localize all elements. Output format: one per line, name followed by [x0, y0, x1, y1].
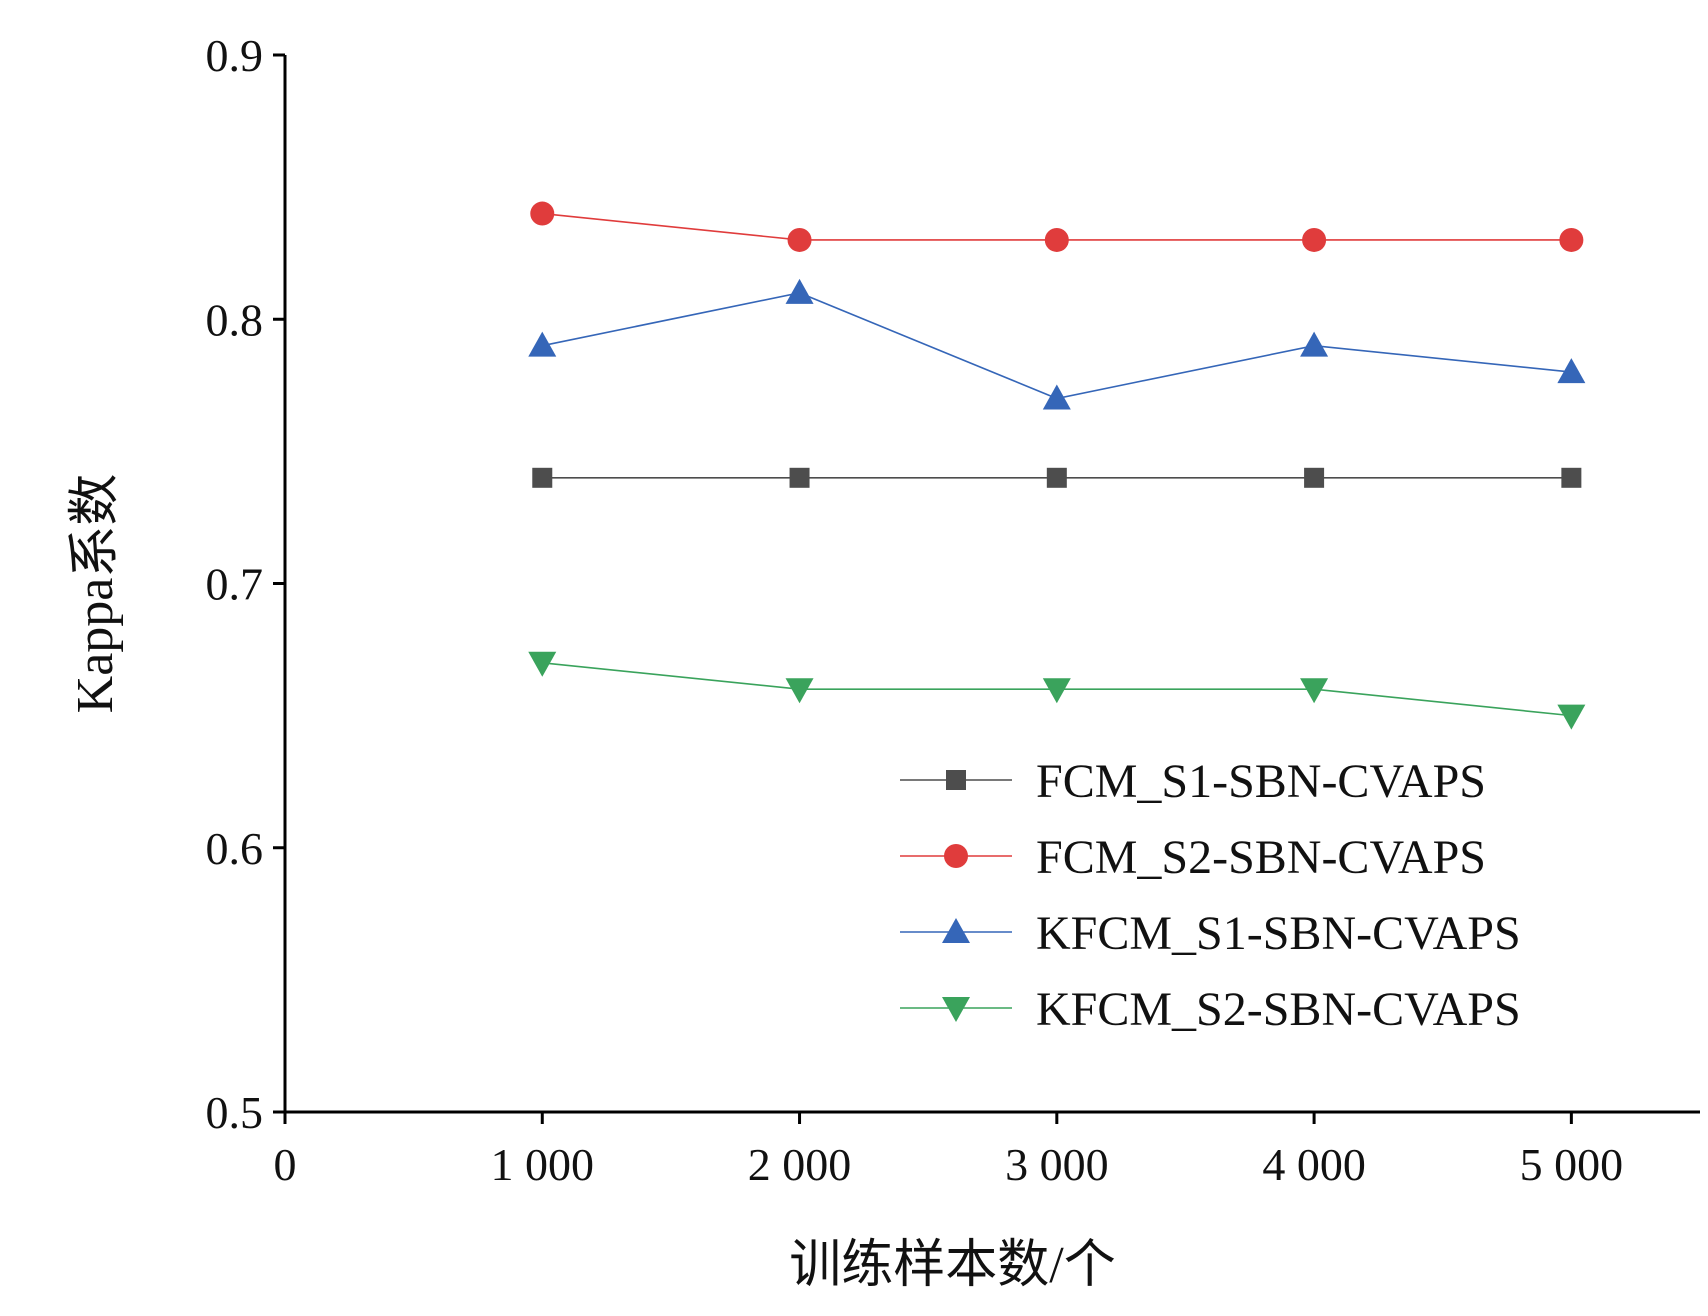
x-tick-label: 1 000	[491, 1139, 595, 1190]
data-point	[528, 331, 557, 357]
y-tick-label: 0.5	[206, 1087, 264, 1138]
data-point	[532, 467, 553, 488]
x-tick-label: 4 000	[1262, 1139, 1366, 1190]
data-point	[1561, 467, 1582, 488]
legend: FCM_S1-SBN-CVAPS FCM_S2-SBN-CVAPS KFCM_S1-…	[900, 755, 1521, 1036]
y-tick-label: 0.7	[206, 559, 264, 610]
legend-label: KFCM_S2-SBN-CVAPS	[1036, 983, 1521, 1036]
data-point	[785, 678, 814, 704]
x-tick-label: 0	[274, 1139, 297, 1190]
data-point	[1302, 227, 1327, 252]
data-point	[1557, 704, 1586, 730]
series-1	[532, 467, 1582, 488]
data-point	[530, 201, 555, 226]
data-point	[1304, 467, 1325, 488]
legend-label: FCM_S1-SBN-CVAPS	[1036, 755, 1486, 808]
x-tick-label: 3 000	[1005, 1139, 1109, 1190]
series-4	[528, 651, 1586, 730]
data-point	[789, 467, 810, 488]
legend-item: KFCM_S2-SBN-CVAPS	[900, 983, 1521, 1036]
y-tick-label: 0.6	[206, 823, 264, 874]
data-point	[528, 651, 557, 677]
y-ticks: 0.5 0.6 0.7 0.8 0.9	[206, 30, 285, 1138]
data-point	[1046, 467, 1067, 488]
legend-label: KFCM_S1-SBN-CVAPS	[1036, 907, 1521, 960]
series-2	[530, 201, 1584, 252]
x-tick-label: 2 000	[748, 1139, 852, 1190]
series-3	[528, 278, 1586, 410]
data-point	[1559, 227, 1584, 252]
data-point	[785, 278, 814, 304]
y-tick-label: 0.9	[206, 30, 264, 81]
data-point	[1300, 331, 1329, 357]
legend-marker	[942, 918, 970, 943]
data-point	[787, 227, 812, 252]
legend-marker	[942, 997, 970, 1022]
legend-item: FCM_S1-SBN-CVAPS	[900, 755, 1486, 808]
x-tick-label: 5 000	[1520, 1139, 1624, 1190]
legend-item: FCM_S2-SBN-CVAPS	[900, 831, 1486, 884]
legend-marker	[944, 844, 968, 868]
data-point	[1300, 678, 1329, 704]
series-line	[542, 291, 1572, 400]
data-point	[1042, 678, 1071, 704]
series-layer	[528, 201, 1586, 730]
y-axis-title: Kappa系数	[67, 474, 124, 714]
y-tick-label: 0.8	[206, 294, 264, 345]
data-point	[1044, 227, 1069, 252]
legend-marker	[946, 770, 966, 790]
data-point	[1557, 358, 1586, 384]
legend-label: FCM_S2-SBN-CVAPS	[1036, 831, 1486, 884]
x-axis-title: 训练样本数/个	[789, 1237, 1115, 1294]
x-ticks: 0 1 000 2 000 3 000 4 000 5 000	[274, 1112, 1624, 1190]
legend-item: KFCM_S1-SBN-CVAPS	[900, 907, 1521, 960]
data-point	[1042, 384, 1071, 410]
